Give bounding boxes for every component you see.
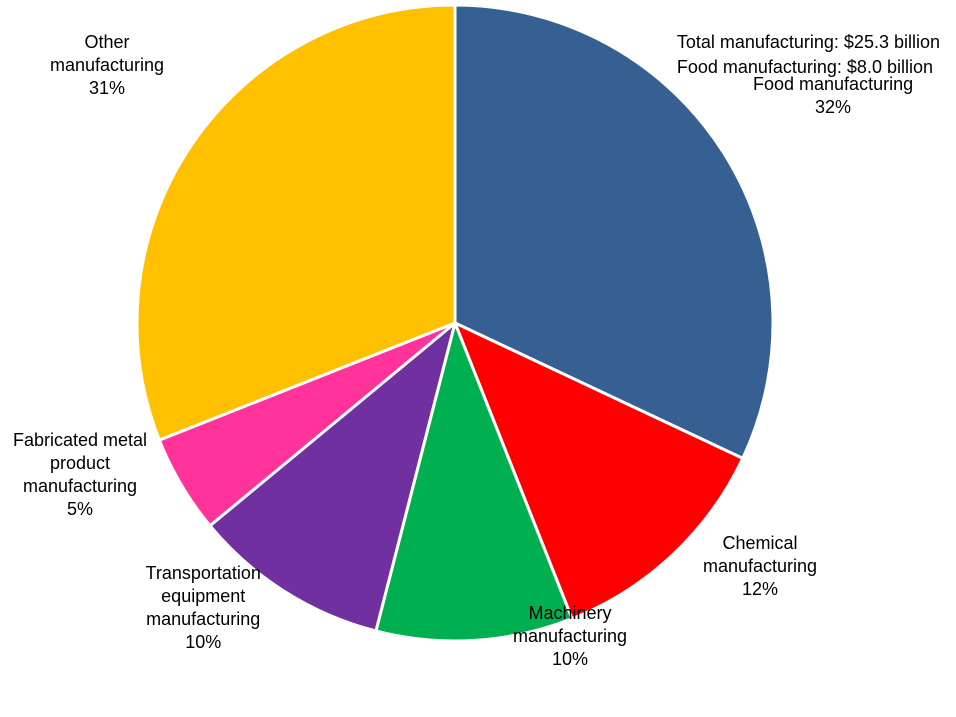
slice-label-text: Food manufacturing (753, 74, 914, 94)
slice-percent-label: 10% (185, 632, 222, 652)
pie-slice-2 (374, 321, 574, 643)
slice-label-2: Machinery manufacturing 10% (513, 602, 627, 671)
slice-percent-label: 10% (552, 648, 589, 669)
slice-label-1: Chemical manufacturing 12% (703, 532, 817, 601)
slice-label-text: manufacturing (146, 609, 261, 629)
slice-label-text: Fabricated metal (13, 430, 148, 450)
annotation-line-total: Total manufacturing: $25.3 billion (676, 32, 940, 52)
slice-label-0: Food manufacturing 32% (753, 73, 913, 119)
slice-percent-label: 5% (67, 499, 94, 519)
slice-percent-label: 32% (815, 97, 852, 117)
slice-label-5: Other manufacturing 31% (50, 31, 164, 100)
annotation-line-food: Food manufacturing: $8.0 billion (676, 57, 933, 77)
slice-percent-label: 31% (89, 77, 126, 98)
pie-slices (135, 3, 775, 643)
slice-label-text: product (50, 453, 111, 473)
slice-percent-label: 12% (742, 578, 779, 599)
total-annotation: Total manufacturing: $25.3 billion Food … (677, 30, 940, 80)
pie-slice-5 (135, 3, 457, 442)
slice-label-text: Machinery (528, 602, 612, 623)
slice-label-text: Other (84, 31, 130, 52)
slice-label-text: manufacturing (513, 625, 628, 646)
pie-slice-1 (453, 321, 745, 621)
pie-slice-0 (453, 3, 775, 460)
slice-label-4: Fabricated metal product manufacturing 5% (13, 429, 147, 521)
slice-label-text: Chemical (722, 532, 798, 553)
slice-label-text: equipment (161, 586, 246, 606)
slice-label-text: Transportation (145, 563, 261, 583)
slice-label-3: Transportation equipment manufacturing 10% (146, 562, 261, 654)
pie-slice-3 (208, 321, 457, 633)
slice-label-text: manufacturing (50, 54, 165, 75)
slice-label-text: manufacturing (703, 555, 818, 576)
slice-label-text: manufacturing (22, 476, 138, 496)
